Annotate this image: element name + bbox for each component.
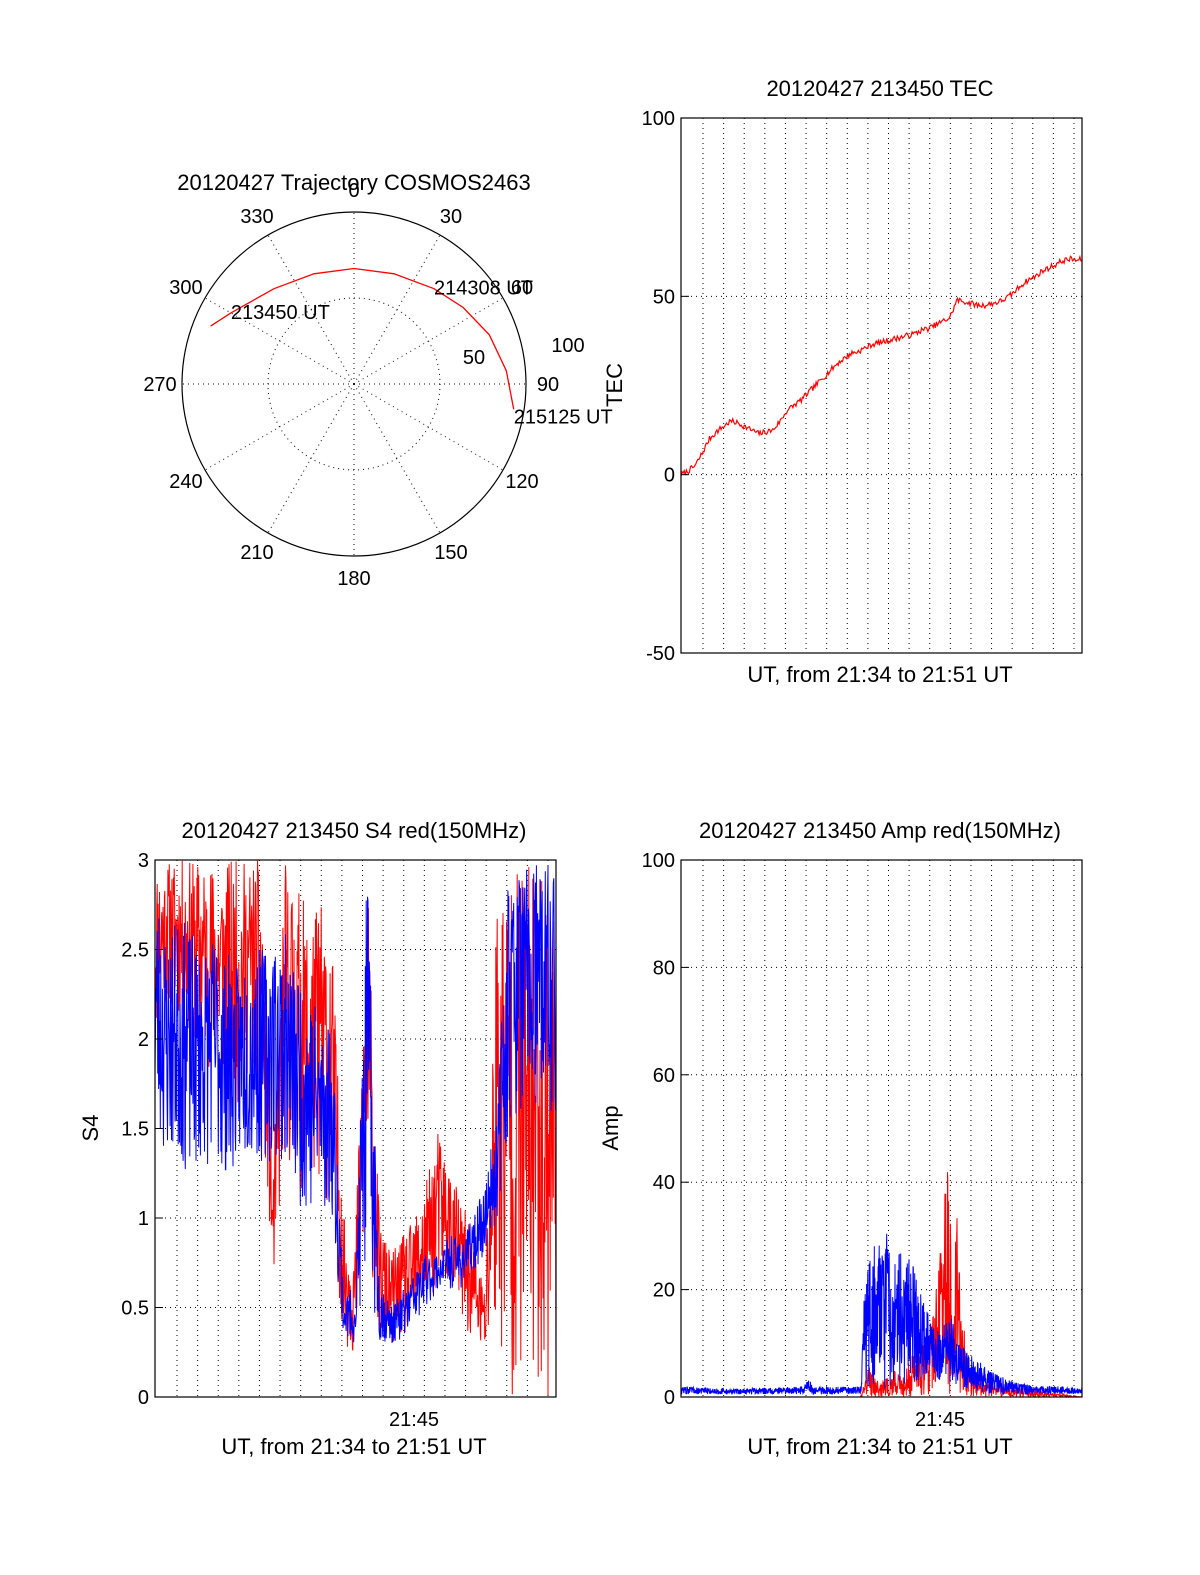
polar-spoke <box>267 234 355 385</box>
tec-y-ticks: -50 0 50 100 <box>642 108 689 665</box>
polar-grid <box>182 212 526 556</box>
polar-azimuth-label: 210 <box>240 542 273 564</box>
polar-trajectory <box>210 267 515 410</box>
y-tick-label: 20 <box>653 1280 675 1302</box>
tec-series <box>680 254 1083 477</box>
polar-azimuth-label: 270 <box>143 374 176 396</box>
amp-series-blue-line <box>680 1233 1083 1396</box>
polar-annotation: 213450 UT <box>231 302 330 324</box>
polar-title: 20120427 Trajectory COSMOS2463 <box>177 170 530 195</box>
polar-trajectory-line <box>210 267 515 410</box>
y-tick-label: 2.5 <box>121 940 149 962</box>
amp-x-axis-label: UT, from 21:34 to 21:51 UT <box>747 1434 1012 1459</box>
amp-y-ticks: 0 20 40 60 80 100 <box>642 850 689 1409</box>
tec-x-axis-label: UT, from 21:34 to 21:51 UT <box>747 662 1012 687</box>
polar-azimuth-label: 330 <box>240 206 273 228</box>
y-tick-label: 2 <box>138 1029 149 1051</box>
s4-y-axis-label: S4 <box>78 1115 103 1142</box>
y-tick-label: 1 <box>138 1208 149 1230</box>
amp-plot-frame <box>680 859 1083 1398</box>
polar-outer-ring <box>181 211 527 557</box>
y-tick-label: 100 <box>642 850 675 872</box>
polar-panel: 20120427 Trajectory COSMOS2463 0 30 60 90 12… <box>143 170 612 590</box>
y-tick-label: 3 <box>138 850 149 872</box>
polar-spoke <box>353 234 441 385</box>
s4-panel: 20120427 213450 S4 red(150MHz) 0 0.5 1 1.5 2… <box>78 818 557 1459</box>
polar-azimuth-label: 0 <box>348 180 359 202</box>
amp-panel: 20120427 213450 Amp red(150MHz) 0 20 40 60 8… <box>598 818 1083 1459</box>
s4-x-tick-label: 21:45 <box>389 1409 439 1431</box>
polar-annotation: 215125 UT <box>514 406 613 428</box>
s4-title: 20120427 213450 S4 red(150MHz) <box>182 818 527 843</box>
polar-azimuth-label: 120 <box>505 471 538 493</box>
y-tick-label: 80 <box>653 957 675 979</box>
y-tick-label: 60 <box>653 1065 675 1087</box>
y-tick-label: 0.5 <box>121 1298 149 1320</box>
y-tick-label: 0 <box>664 1387 675 1409</box>
polar-ring-label-50: 50 <box>463 347 485 369</box>
polar-azimuth-label: 180 <box>337 568 370 590</box>
polar-spoke <box>353 297 504 385</box>
y-tick-label: 1.5 <box>121 1119 149 1141</box>
amp-y-axis-label: Amp <box>598 1105 623 1150</box>
y-tick-label: 100 <box>642 108 675 130</box>
polar-annotation: 214308 UT <box>434 278 533 300</box>
amp-title: 20120427 213450 Amp red(150MHz) <box>699 818 1061 843</box>
polar-azimuth-label: 150 <box>434 542 467 564</box>
tec-panel: 20120427 213450 TEC -50 0 50 100 UT, from 2… <box>602 76 1083 687</box>
polar-azimuth-labels: 0 30 60 90 120 150 180 210 240 270 300 330 <box>143 180 559 590</box>
s4-series <box>154 860 557 1396</box>
polar-azimuth-label: 90 <box>537 374 559 396</box>
y-tick-label: 0 <box>138 1387 149 1409</box>
polar-azimuth-label: 300 <box>169 277 202 299</box>
polar-spoke <box>353 383 441 534</box>
polar-spoke <box>267 383 355 534</box>
polar-spoke <box>204 383 355 471</box>
s4-y-ticks: 0 0.5 1 1.5 2 2.5 3 <box>121 850 163 1409</box>
y-tick-label: -50 <box>646 643 675 665</box>
amp-x-tick-label: 21:45 <box>915 1409 965 1431</box>
tec-title: 20120427 213450 TEC <box>766 76 993 101</box>
s4-x-axis-label: UT, from 21:34 to 21:51 UT <box>221 1434 486 1459</box>
tec-grid <box>681 117 1082 654</box>
polar-ring-label-100: 100 <box>551 335 584 357</box>
s4-series-blue-line <box>154 865 557 1344</box>
tec-plot-frame <box>680 117 1083 654</box>
y-tick-label: 50 <box>653 286 675 308</box>
y-tick-label: 0 <box>664 465 675 487</box>
polar-azimuth-label: 240 <box>169 471 202 493</box>
tec-y-axis-label: TEC <box>602 363 627 407</box>
polar-azimuth-label: 30 <box>440 206 462 228</box>
s4-series-red-line <box>154 860 557 1396</box>
y-tick-label: 40 <box>653 1172 675 1194</box>
tec-series-line <box>680 254 1083 477</box>
polar-spoke <box>204 297 355 385</box>
polar-spoke <box>353 383 504 471</box>
polar-azimuth-label: 60 <box>511 277 533 299</box>
polar-annotations: 213450 UT 214308 UT 215125 UT <box>231 278 613 429</box>
